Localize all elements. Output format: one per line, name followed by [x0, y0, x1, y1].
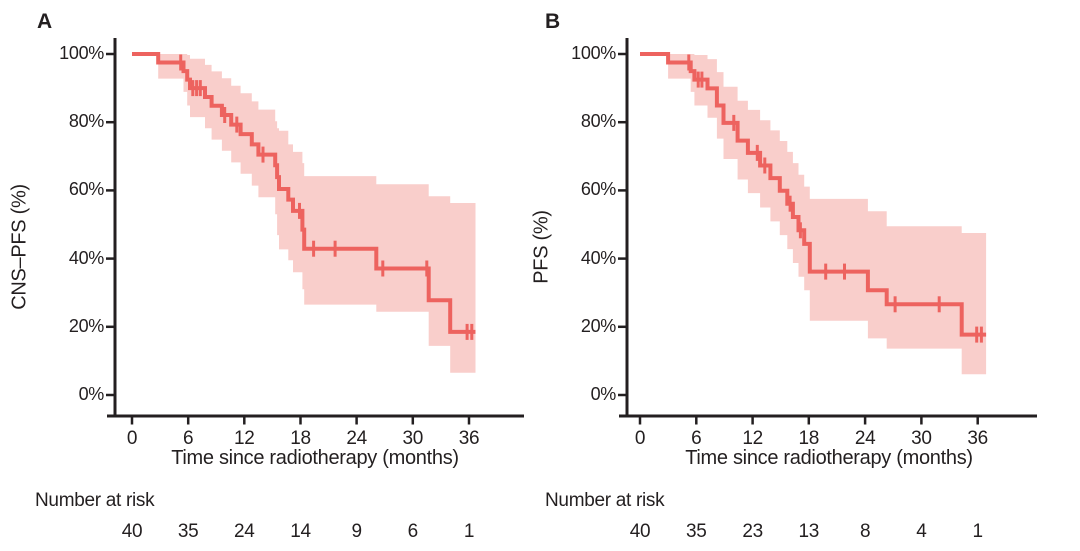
- panel-a-y-tick-label: 100%: [59, 43, 104, 63]
- panel-a-number-at-risk-value: 14: [290, 521, 311, 542]
- panel-a-number-at-risk-value: 35: [177, 521, 199, 542]
- panel-a-x-tick-label: 6: [183, 428, 194, 449]
- panel-b-y-axis-title: PFS (%): [530, 210, 553, 284]
- panel-b-number-at-risk-label: Number at risk: [545, 490, 665, 511]
- panel-b-number-at-risk-value: 4: [916, 521, 927, 542]
- panel-a-survival-curve: [132, 52, 476, 334]
- panel-a-y-tick-label: 20%: [68, 315, 104, 336]
- panel-a-number-at-risk-value: 9: [351, 521, 362, 542]
- panel-b-number-at-risk-value: 8: [859, 521, 871, 542]
- panel-a-number-at-risk-value: 40: [121, 521, 143, 542]
- panel-b-y-tick-label: 20%: [580, 315, 616, 336]
- panel-b-number-at-risk-value: 23: [742, 521, 763, 542]
- panel-b-y-tick-label: 100%: [571, 43, 616, 63]
- panel-b-number-at-risk-value: 40: [629, 521, 651, 542]
- panel-b-number-at-risk-value: 1: [972, 521, 984, 542]
- panel-a-number-at-risk-label: Number at risk: [35, 490, 155, 511]
- panel-b-x-tick-label: 24: [854, 428, 876, 449]
- panel-a-x-tick-label: 36: [458, 428, 480, 449]
- panel-a-x-tick-label: 18: [290, 428, 311, 449]
- panel-a-y-tick-label: 80%: [68, 111, 104, 132]
- panel-a-number-at-risk-value: 6: [407, 521, 419, 542]
- panel-a-x-tick-label: 24: [346, 428, 367, 449]
- panel-a-x-tick-label: 30: [402, 428, 424, 449]
- panel-b-x-tick-label: 6: [691, 428, 702, 449]
- panel-b-label: B: [545, 10, 560, 33]
- panel-b-y-tick-label: 60%: [580, 179, 616, 200]
- panel-a-x-tick-label: 0: [126, 428, 138, 449]
- panel-b-number-at-risk-value: 35: [686, 521, 707, 542]
- panel-b-x-tick-label: 12: [742, 428, 763, 449]
- panel-a-number-at-risk-value: 24: [234, 521, 255, 542]
- panel-b-x-tick-label: 18: [798, 428, 820, 449]
- panel-b-y-tick-label: 0%: [590, 384, 617, 404]
- panel-b-y-tick-label: 40%: [580, 247, 616, 268]
- panel-a-y-tick-label: 40%: [68, 247, 104, 268]
- panel-a-x-axis-title: Time since radiotherapy (months): [171, 447, 459, 469]
- panel-a-label: A: [37, 10, 52, 33]
- panel-a-y-tick-label: 60%: [68, 179, 104, 200]
- panel-b-x-tick-label: 30: [911, 428, 932, 449]
- panel-b-x-axis-title: Time since radiotherapy (months): [685, 447, 973, 469]
- panel-a-x-tick-label: 12: [234, 428, 255, 449]
- panel-a-number-at-risk-value: 1: [463, 521, 475, 542]
- panel-b-x-tick-label: 0: [634, 428, 646, 449]
- panel-a-ci-band: [158, 54, 476, 373]
- panel-a-y-axis-title: CNS–PFS (%): [8, 184, 31, 310]
- panel-a-y-tick-label: 0%: [78, 384, 105, 404]
- panel-b-ci-band: [668, 54, 987, 375]
- panel-b-number-at-risk-value: 13: [798, 521, 820, 542]
- panel-b-x-tick-label: 36: [967, 428, 988, 449]
- panel-b-y-tick-label: 80%: [580, 111, 616, 132]
